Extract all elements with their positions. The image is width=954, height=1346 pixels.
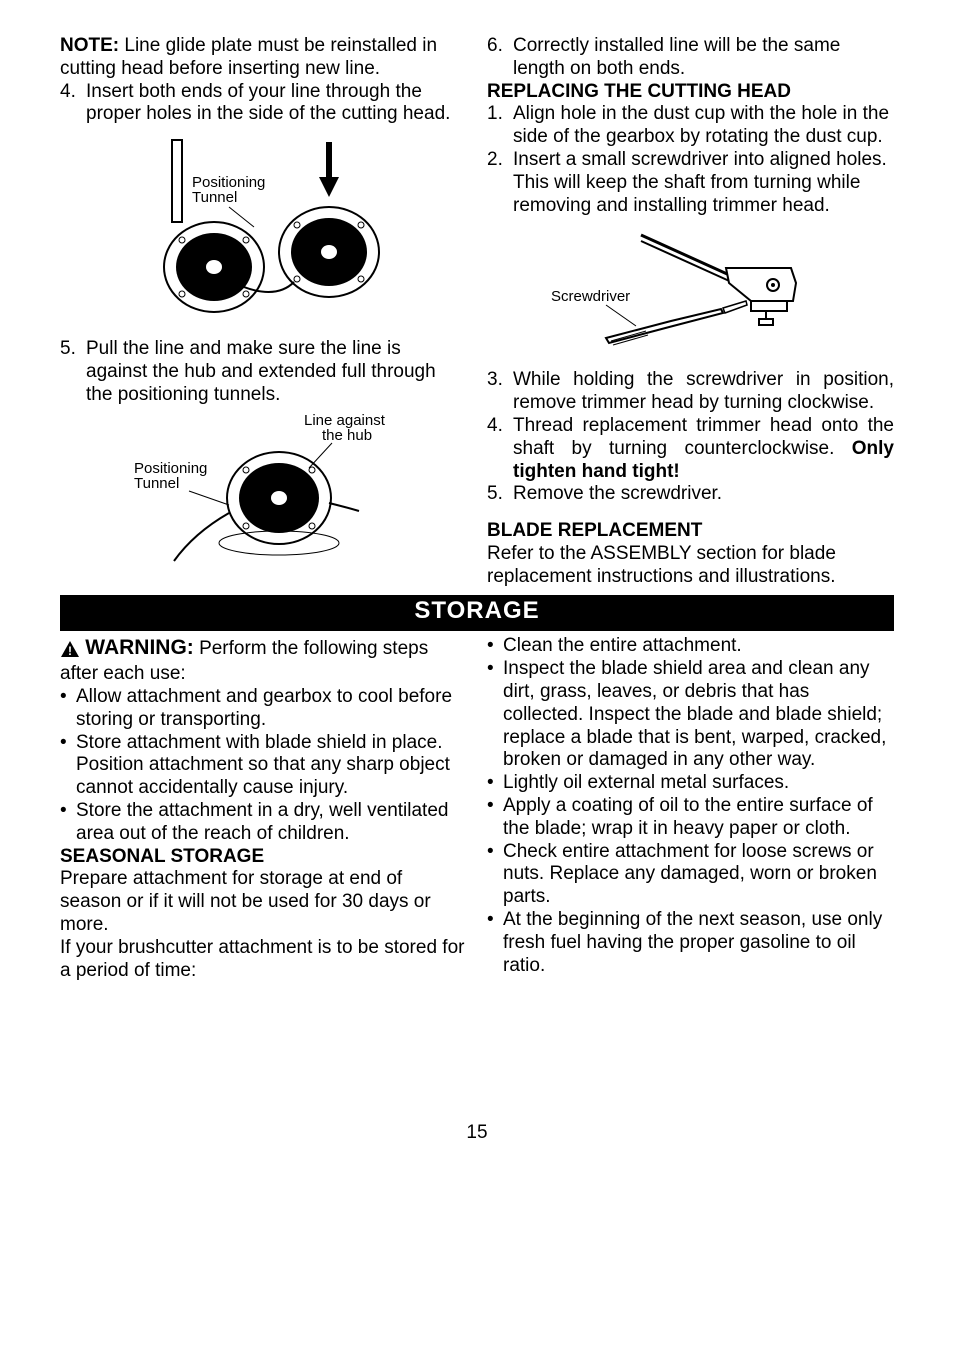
svg-text:Tunnel: Tunnel	[192, 189, 237, 206]
step-5: 5. Pull the line and make sure the line …	[60, 338, 467, 406]
left-column: NOTE: Line glide plate must be reinstall…	[60, 35, 467, 589]
svg-text:Tunnel: Tunnel	[134, 475, 179, 492]
storage-right-bullet-3: • Apply a coating of oil to the entire s…	[487, 795, 894, 841]
blade-text: Refer to the ASSEMBLY section for blade …	[487, 543, 894, 589]
bullet-dot: •	[487, 658, 503, 772]
replacing-2-text: Insert a small screwdriver into aligned …	[513, 149, 894, 217]
storage-right: • Clean the entire attachment. • Inspect…	[487, 635, 894, 982]
page-number: 15	[60, 1122, 894, 1145]
note-lead: NOTE:	[60, 35, 119, 56]
figure-cutting-head-insert: Positioning Tunnel	[60, 132, 467, 332]
storage-columns: ! WARNING: Perform the following steps a…	[60, 635, 894, 982]
storage-right-bullet-4: • Check entire attachment for loose scre…	[487, 841, 894, 909]
svg-text:Screwdriver: Screwdriver	[551, 288, 630, 305]
storage-left: ! WARNING: Perform the following steps a…	[60, 635, 467, 982]
step-4-text: Insert both ends of your line through th…	[86, 81, 467, 127]
replacing-3: 3. While holding the screwdriver in posi…	[487, 369, 894, 415]
figure-screwdriver: Screwdriver	[487, 223, 894, 363]
replacing-1: 1. Align hole in the dust cup with the h…	[487, 103, 894, 149]
replacing-4-text: Thread replacement trimmer head onto the…	[513, 415, 894, 483]
section-bar-storage: STORAGE	[60, 595, 894, 632]
svg-text:!: !	[68, 644, 72, 658]
storage-right-bullet-1: • Inspect the blade shield area and clea…	[487, 658, 894, 772]
replacing-4-pre: Thread replacement trimmer head onto the…	[513, 415, 894, 459]
replacing-1-text: Align hole in the dust cup with the hole…	[513, 103, 894, 149]
storage-right-bullet-4-text: Check entire attachment for loose screws…	[503, 841, 894, 909]
seasonal-text: Prepare attachment for storage at end of…	[60, 868, 467, 936]
replacing-2-num: 2.	[487, 149, 513, 217]
storage-left-bullet-2-text: Store the attachment in a dry, well vent…	[76, 800, 467, 846]
step-5-num: 5.	[60, 338, 86, 406]
page: NOTE: Line glide plate must be reinstall…	[0, 0, 954, 1145]
seasonal-heading: SEASONAL STORAGE	[60, 846, 467, 869]
storage-right-bullet-5: • At the beginning of the next season, u…	[487, 909, 894, 977]
bullet-dot: •	[487, 635, 503, 658]
replacing-3-text: While holding the screwdriver in positio…	[513, 369, 894, 415]
bullet-dot: •	[60, 732, 76, 800]
storage-left-bullet-1-text: Store attachment with blade shield in pl…	[76, 732, 467, 800]
storage-right-bullet-2-text: Lightly oil external metal surfaces.	[503, 772, 894, 795]
storage-right-bullet-3-text: Apply a coating of oil to the entire sur…	[503, 795, 894, 841]
step-5-text: Pull the line and make sure the line is …	[86, 338, 467, 406]
replacing-5-text: Remove the screwdriver.	[513, 483, 894, 506]
replacing-4-num: 4.	[487, 415, 513, 483]
replacing-5-num: 5.	[487, 483, 513, 506]
replacing-3-num: 3.	[487, 369, 513, 415]
figure-cutting-head-line: Line against the hub Positioning Tunnel	[60, 413, 467, 568]
step-6: 6. Correctly installed line will be the …	[487, 35, 894, 81]
warning-icon: !	[60, 640, 80, 663]
bullet-dot: •	[487, 772, 503, 795]
storage-left-bullet-2: • Store the attachment in a dry, well ve…	[60, 800, 467, 846]
storage-right-bullet-0-text: Clean the entire attachment.	[503, 635, 894, 658]
step-4-num: 4.	[60, 81, 86, 127]
heading-replacing: REPLACING THE CUTTING HEAD	[487, 81, 894, 104]
bullet-dot: •	[60, 800, 76, 846]
replacing-5: 5. Remove the screwdriver.	[487, 483, 894, 506]
bullet-dot: •	[487, 795, 503, 841]
step-6-text: Correctly installed line will be the sam…	[513, 35, 894, 81]
bullet-dot: •	[487, 909, 503, 977]
replacing-4: 4. Thread replacement trimmer head onto …	[487, 415, 894, 483]
replacing-2: 2. Insert a small screwdriver into align…	[487, 149, 894, 217]
storage-right-bullet-0: • Clean the entire attachment.	[487, 635, 894, 658]
replacing-1-num: 1.	[487, 103, 513, 149]
warning-line: ! WARNING: Perform the following steps a…	[60, 635, 467, 686]
upper-columns: NOTE: Line glide plate must be reinstall…	[60, 35, 894, 589]
step-6-num: 6.	[487, 35, 513, 81]
storage-left-bullet-0-text: Allow attachment and gearbox to cool bef…	[76, 686, 467, 732]
bullet-dot: •	[60, 686, 76, 732]
warning-lead: WARNING:	[85, 636, 194, 659]
storage-right-bullet-1-text: Inspect the blade shield area and clean …	[503, 658, 894, 772]
right-column: 6. Correctly installed line will be the …	[487, 35, 894, 589]
step-4: 4. Insert both ends of your line through…	[60, 81, 467, 127]
seasonal-text-2: If your brushcutter attachment is to be …	[60, 937, 467, 983]
heading-blade: BLADE REPLACEMENT	[487, 520, 894, 543]
storage-right-bullet-5-text: At the beginning of the next season, use…	[503, 909, 894, 977]
storage-left-bullet-1: • Store attachment with blade shield in …	[60, 732, 467, 800]
bullet-dot: •	[487, 841, 503, 909]
storage-left-bullet-0: • Allow attachment and gearbox to cool b…	[60, 686, 467, 732]
note: NOTE: Line glide plate must be reinstall…	[60, 35, 467, 81]
svg-text:the hub: the hub	[322, 427, 372, 444]
storage-right-bullet-2: • Lightly oil external metal surfaces.	[487, 772, 894, 795]
